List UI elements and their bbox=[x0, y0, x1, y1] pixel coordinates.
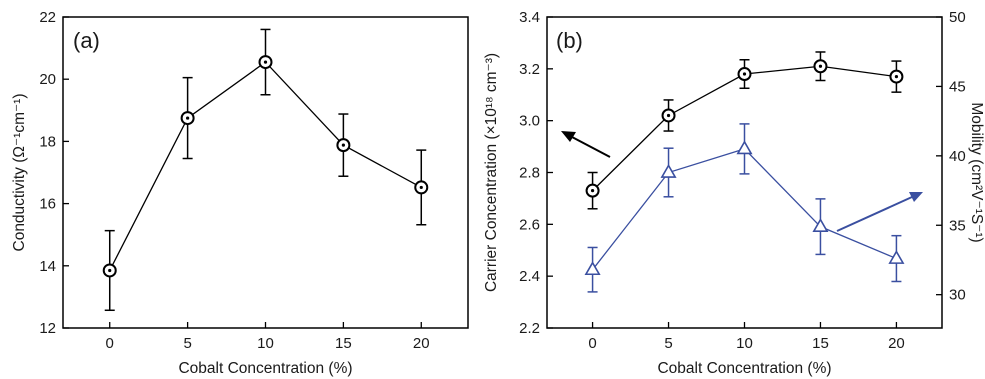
panel-a-x-tick-label: 0 bbox=[106, 335, 114, 352]
panel-b: (b) Cobalt Concentration (%) Carrier Con… bbox=[483, 9, 985, 377]
panel-a-x-tick-label: 15 bbox=[335, 335, 352, 352]
panel-a-y-ticks: 12 14 16 18 20 22 bbox=[39, 9, 69, 337]
panel-a-series-point-center bbox=[108, 268, 112, 273]
panel-b-x-axis-label: Cobalt Concentration (%) bbox=[657, 360, 831, 377]
panel-a-series-point-center bbox=[419, 185, 423, 190]
panel-b-carrier-point-center bbox=[894, 75, 899, 79]
panel-a-x-ticks: 0 5 10 15 20 bbox=[106, 322, 430, 352]
panel-a-y-tick-label: 16 bbox=[39, 196, 56, 213]
panel-b-carrier-point-center bbox=[666, 113, 671, 118]
panel-a-y-tick-label: 20 bbox=[39, 71, 56, 88]
panel-b-right-y-tick-label: 40 bbox=[949, 148, 966, 165]
arrow-to-right-axis bbox=[836, 192, 923, 232]
panel-b-series bbox=[584, 51, 905, 293]
panel-b-x-tick-label: 15 bbox=[812, 335, 829, 352]
panel-a-y-tick-label: 22 bbox=[39, 9, 56, 26]
panel-b-mobility-point bbox=[660, 163, 677, 178]
panel-b-mobility-point bbox=[812, 218, 829, 232]
panel-b-right-y-tick-label: 30 bbox=[949, 287, 966, 304]
panel-b-right-y-ticks: 30 35 40 45 50 bbox=[936, 9, 966, 304]
panel-a-y-tick-label: 14 bbox=[39, 258, 56, 275]
panel-a-x-tick-label: 5 bbox=[183, 335, 191, 352]
panel-b-left-y-tick-label: 3.2 bbox=[519, 61, 540, 78]
panel-b-right-y-tick-label: 50 bbox=[949, 9, 966, 26]
panel-b-label: (b) bbox=[556, 28, 583, 53]
panel-b-left-axis-label: Carrier Concentration (×10¹⁸ cm⁻³) bbox=[483, 53, 500, 292]
panel-b-left-y-tick-label: 2.4 bbox=[519, 268, 540, 285]
panel-b-x-ticks: 0 5 10 15 20 bbox=[588, 322, 905, 352]
panel-a-y-axis-label: Conductivity (Ω⁻¹cm⁻¹) bbox=[11, 94, 28, 252]
panel-b-right-y-tick-label: 35 bbox=[949, 217, 966, 234]
panel-a-series-point-center bbox=[263, 60, 268, 64]
arrow-to-left-axis bbox=[561, 131, 611, 158]
panel-a-x-tick-label: 10 bbox=[257, 335, 274, 352]
panel-b-x-tick-label: 5 bbox=[664, 335, 672, 352]
panel-b-right-axis-label: Mobility (cm²V⁻¹S⁻¹) bbox=[968, 102, 985, 242]
panel-b-left-y-ticks: 2.2 2.4 2.6 2.8 3.0 3.2 3.4 bbox=[519, 9, 553, 337]
panel-a-x-tick-label: 20 bbox=[413, 335, 430, 352]
panel-b-left-y-tick-label: 2.6 bbox=[519, 216, 540, 233]
panel-a-x-axis-label: Cobalt Concentration (%) bbox=[178, 360, 352, 377]
panel-a-series-point-center bbox=[341, 143, 345, 147]
panel-b-mobility-point bbox=[736, 140, 753, 155]
panel-a-series bbox=[102, 28, 429, 312]
panel-b-x-tick-label: 20 bbox=[888, 335, 905, 352]
panel-b-left-y-tick-label: 3.4 bbox=[519, 9, 540, 26]
panel-b-mobility-point bbox=[888, 249, 905, 264]
panel-b-carrier-point-center bbox=[818, 64, 823, 68]
panel-b-left-y-tick-label: 2.8 bbox=[519, 165, 540, 182]
panel-b-x-tick-label: 10 bbox=[736, 335, 753, 352]
panel-a: (a) Cobalt Concentration (%) Conductivit… bbox=[11, 9, 469, 377]
panel-b-mobility-point bbox=[584, 261, 601, 276]
panel-a-y-tick-label: 18 bbox=[39, 133, 56, 150]
panel-b-right-y-tick-label: 45 bbox=[949, 78, 966, 95]
panel-a-label: (a) bbox=[73, 28, 100, 53]
panel-b-x-tick-label: 0 bbox=[588, 335, 596, 352]
panel-b-left-y-tick-label: 3.0 bbox=[519, 113, 540, 130]
panel-b-carrier-point-center bbox=[742, 72, 747, 76]
panel-b-left-y-tick-label: 2.2 bbox=[519, 320, 540, 337]
panel-b-carrier-point-center bbox=[590, 189, 595, 193]
panel-a-series-point-center bbox=[186, 116, 190, 120]
panel-a-y-tick-label: 12 bbox=[39, 320, 56, 337]
